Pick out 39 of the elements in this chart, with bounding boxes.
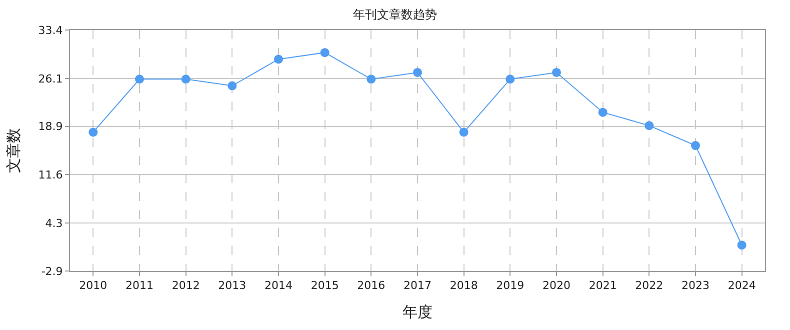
- x-axis-title: 年度: [402, 303, 432, 322]
- x-tick-label: 2012: [172, 279, 200, 292]
- x-tick-label: 2010: [79, 279, 108, 292]
- point: [366, 74, 376, 84]
- y-tick-label: 18.9: [38, 120, 63, 134]
- point: [413, 68, 422, 77]
- x-tick-label: 2018: [450, 279, 478, 292]
- point: [274, 54, 283, 64]
- chart-title: 年刊文章数趋势: [353, 7, 437, 22]
- y-tick-label: -2.9: [41, 264, 63, 278]
- point: [506, 74, 515, 84]
- point: [320, 48, 330, 58]
- y-tick-label: 33.4: [38, 24, 63, 37]
- point: [135, 74, 144, 84]
- y-axis-title: 文章数: [4, 128, 23, 173]
- point: [598, 108, 608, 117]
- x-tick-label: 2022: [635, 279, 664, 292]
- point: [181, 74, 190, 84]
- x-tick-label: 2011: [126, 279, 154, 292]
- point: [88, 128, 98, 137]
- x-tick-label: 2016: [357, 279, 386, 292]
- y-tick-label: 26.1: [38, 72, 63, 86]
- point: [552, 68, 561, 77]
- point: [737, 240, 746, 250]
- x-tick-label: 2020: [542, 279, 570, 292]
- x-tick-label: 2021: [588, 279, 617, 292]
- point: [228, 81, 237, 90]
- point: [644, 121, 654, 130]
- point: [459, 128, 468, 137]
- x-tick-label: 2024: [728, 279, 756, 292]
- point: [691, 141, 700, 150]
- x-tick-label: 2013: [218, 279, 246, 292]
- x-tick-label: 2019: [496, 279, 524, 292]
- x-tick-label: 2017: [404, 279, 432, 292]
- y-tick-label: 4.3: [45, 217, 63, 230]
- x-tick-label: 2014: [264, 279, 292, 292]
- y-tick-label: 11.6: [38, 168, 63, 182]
- x-tick-label: 2023: [682, 279, 710, 292]
- x-tick-label: 2015: [310, 279, 339, 292]
